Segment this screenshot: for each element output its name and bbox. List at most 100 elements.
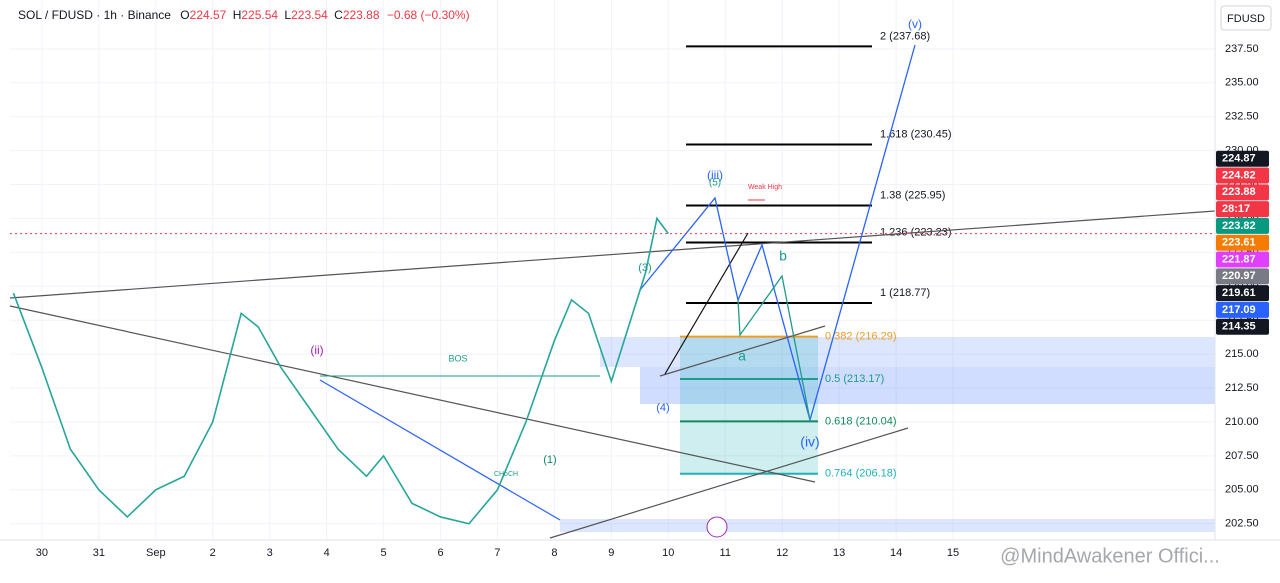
price-tag-label: 223.82 [1222,220,1256,232]
wave-label: (v) [908,17,922,31]
x-tick-label: Sep [146,547,166,559]
x-tick-label: 10 [662,547,674,559]
wave-label: (iii) [707,168,723,182]
y-tick-label: 210.00 [1225,416,1259,428]
price-tags: 224.87 224.82 223.88 28:17 223.82 223.61 221.8… [1216,150,1269,335]
price-tag [1216,167,1269,184]
y-tick-label: 235.00 [1225,77,1259,89]
trend-line [664,232,749,375]
x-tick-label: 30 [36,547,48,559]
fib-label: 0.764 (206.18) [825,468,897,480]
ohlc-key: H [233,8,242,22]
x-tick-label: 8 [551,547,557,559]
x-tick-label: 12 [776,547,788,559]
y-tick-label: 212.50 [1225,382,1259,394]
price-line [12,216,669,525]
y-tick-label: 237.50 [1225,43,1259,55]
wave-label: b [779,248,787,264]
ohlc-key: O [180,8,189,22]
x-tick-label: 14 [890,547,902,559]
y-tick-label: 232.50 [1225,111,1259,123]
price-tag [1216,217,1269,234]
wave-label: a [738,348,746,364]
x-tick-label: 9 [608,547,614,559]
price-tag [1216,251,1269,268]
symbol-title: SOL / FDUSD · 1h · Binance [18,8,171,22]
demand-zone [600,337,1215,367]
price-tag-label: 217.09 [1222,304,1256,316]
fib-label: 2 (237.68) [880,30,930,42]
demand-zone [560,519,1215,532]
ohlc-key: L [284,8,291,22]
price-tag-label: 221.87 [1222,253,1256,265]
y-tick-label: 202.50 [1225,518,1259,530]
fib-label: 1 (218.77) [880,287,930,299]
fib-levels: 2 (237.68)1.618 (230.45)1.38 (225.95)1.2… [680,30,952,480]
x-tick-label: 13 [833,547,845,559]
price-tag-label: 224.87 [1222,153,1256,165]
demand-zone [640,367,1215,404]
x-tick-label: 11 [720,547,731,559]
x-tick-label: 7 [494,547,500,559]
fib-label: 1.618 (230.45) [880,128,952,140]
price-tag-label: 223.88 [1222,186,1256,198]
price-tag [1216,234,1269,251]
ohlc-value: 223.88 [343,8,380,22]
currency-box[interactable] [1220,5,1272,31]
ohlc-value: 223.54 [291,8,328,22]
wave-label: (4) [656,402,669,414]
fib-label: 0.618 (210.04) [825,415,897,427]
change: −0.68 (−0.30%) [387,8,470,22]
price-tag-label: 219.61 [1222,287,1256,299]
price-tag-label: 214.35 [1222,321,1256,333]
price-tag-label: 28:17 [1222,203,1250,215]
choch-label: CHoCH [494,471,518,478]
price-tag-label: 223.61 [1222,237,1256,249]
fib-label: 1.38 (225.95) [880,189,945,201]
x-tick-label: 5 [381,547,387,559]
wave-label: (ii) [310,343,323,357]
ohlc-value: 225.54 [241,8,278,22]
price-tag [1216,150,1269,167]
price-series [12,216,669,525]
currency[interactable]: FDUSD [1227,13,1265,25]
x-tick-label: 6 [437,547,443,559]
x-tick-label: 15 [947,547,959,559]
trend-line [9,305,816,483]
wave-path [737,274,811,421]
wave-label: (3) [638,262,651,274]
y-tick-label: 205.00 [1225,484,1259,496]
fib-zone [680,336,818,474]
price-tag [1216,268,1269,285]
fib-label: 0.382 (216.29) [825,331,897,343]
x-tick-label: 2 [210,547,216,559]
ohlc-key: C [334,8,343,22]
wave-label: (iv) [800,434,819,450]
price-tag [1216,184,1269,201]
trend-line [659,325,826,377]
grid [10,0,1215,540]
bos-label: BOS [448,353,467,363]
price-tag-label: 220.97 [1222,270,1256,282]
x-tick-label: 31 [93,547,105,559]
price-tag [1216,285,1269,302]
y-tick-label: 207.50 [1225,450,1259,462]
header: SOL / FDUSD · 1h · Binance O224.57 H225.… [18,8,470,22]
event-icon[interactable] [706,516,728,538]
weak-high-label: Weak High [748,184,782,191]
price-tag-label: 224.82 [1222,169,1256,181]
x-tick-label: 4 [324,547,330,559]
price-tag [1216,201,1269,218]
price-tag [1216,318,1269,335]
trend-line [9,210,1216,299]
wave-label: (1) [543,454,556,466]
watermark: @MindAwakener Offici... [1000,545,1220,567]
y-tick-label: 215.00 [1225,348,1259,360]
wave-path [319,379,561,521]
wave-label: (5) [709,178,721,189]
trend-line [549,427,909,539]
ohlc-value: 224.57 [190,8,227,22]
price-tag [1216,301,1269,318]
fib-label: 0.5 (213.17) [825,373,884,385]
